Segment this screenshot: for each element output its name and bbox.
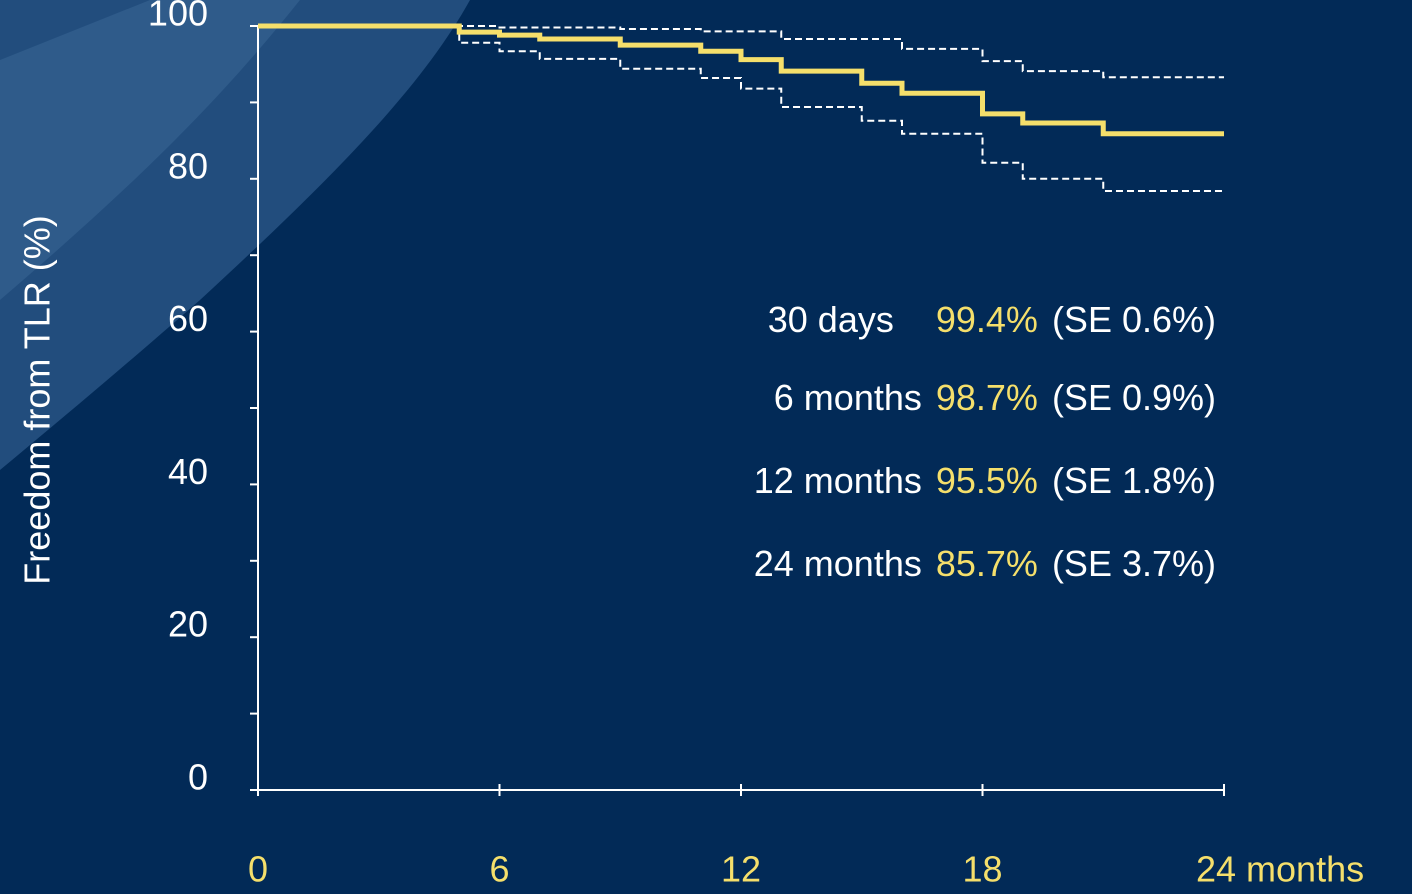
annotation: 30 days 99.4% (SE 0.6%) [768,299,1216,340]
x-tick-label: 24 months [1196,849,1364,890]
y-tick-label: 20 [168,604,208,645]
y-tick-label: 80 [168,145,208,186]
annotation-value: 98.7% [936,377,1038,418]
annotation-label: 30 days [768,299,894,340]
x-tick-label: 18 [962,849,1002,890]
annotation-value: 95.5% [936,460,1038,501]
brush-stroke [0,0,300,300]
x-tick-label: 0 [248,849,268,890]
annotation-label: 6 months [774,377,922,418]
annotation: 12 months 95.5% (SE 1.8%) [754,460,1216,501]
annotation-value: 99.4% [936,299,1038,340]
annotation-se: (SE 3.7%) [1052,543,1216,584]
survival-line [258,23,1224,137]
annotation: 6 months 98.7% (SE 0.9%) [774,377,1216,418]
annotation-se: (SE 1.8%) [1052,460,1216,501]
ci-line [258,25,1224,79]
annotation-label: 12 months [754,460,922,501]
x-tick-label: 12 [721,849,761,890]
annotation-value: 85.7% [936,543,1038,584]
ci-line [258,25,1224,193]
x-tick-label: 6 [489,849,509,890]
y-tick-label: 0 [188,757,208,798]
y-tick-label: 60 [168,298,208,339]
annotation: 24 months 85.7% (SE 3.7%) [754,543,1216,584]
annotation-se: (SE 0.6%) [1052,299,1216,340]
y-axis-label: Freedom from TLR (%) [17,215,58,584]
annotation-label: 24 months [754,543,922,584]
annotation-se: (SE 0.9%) [1052,377,1216,418]
y-tick-label: 100 [148,0,208,34]
y-tick-label: 40 [168,451,208,492]
